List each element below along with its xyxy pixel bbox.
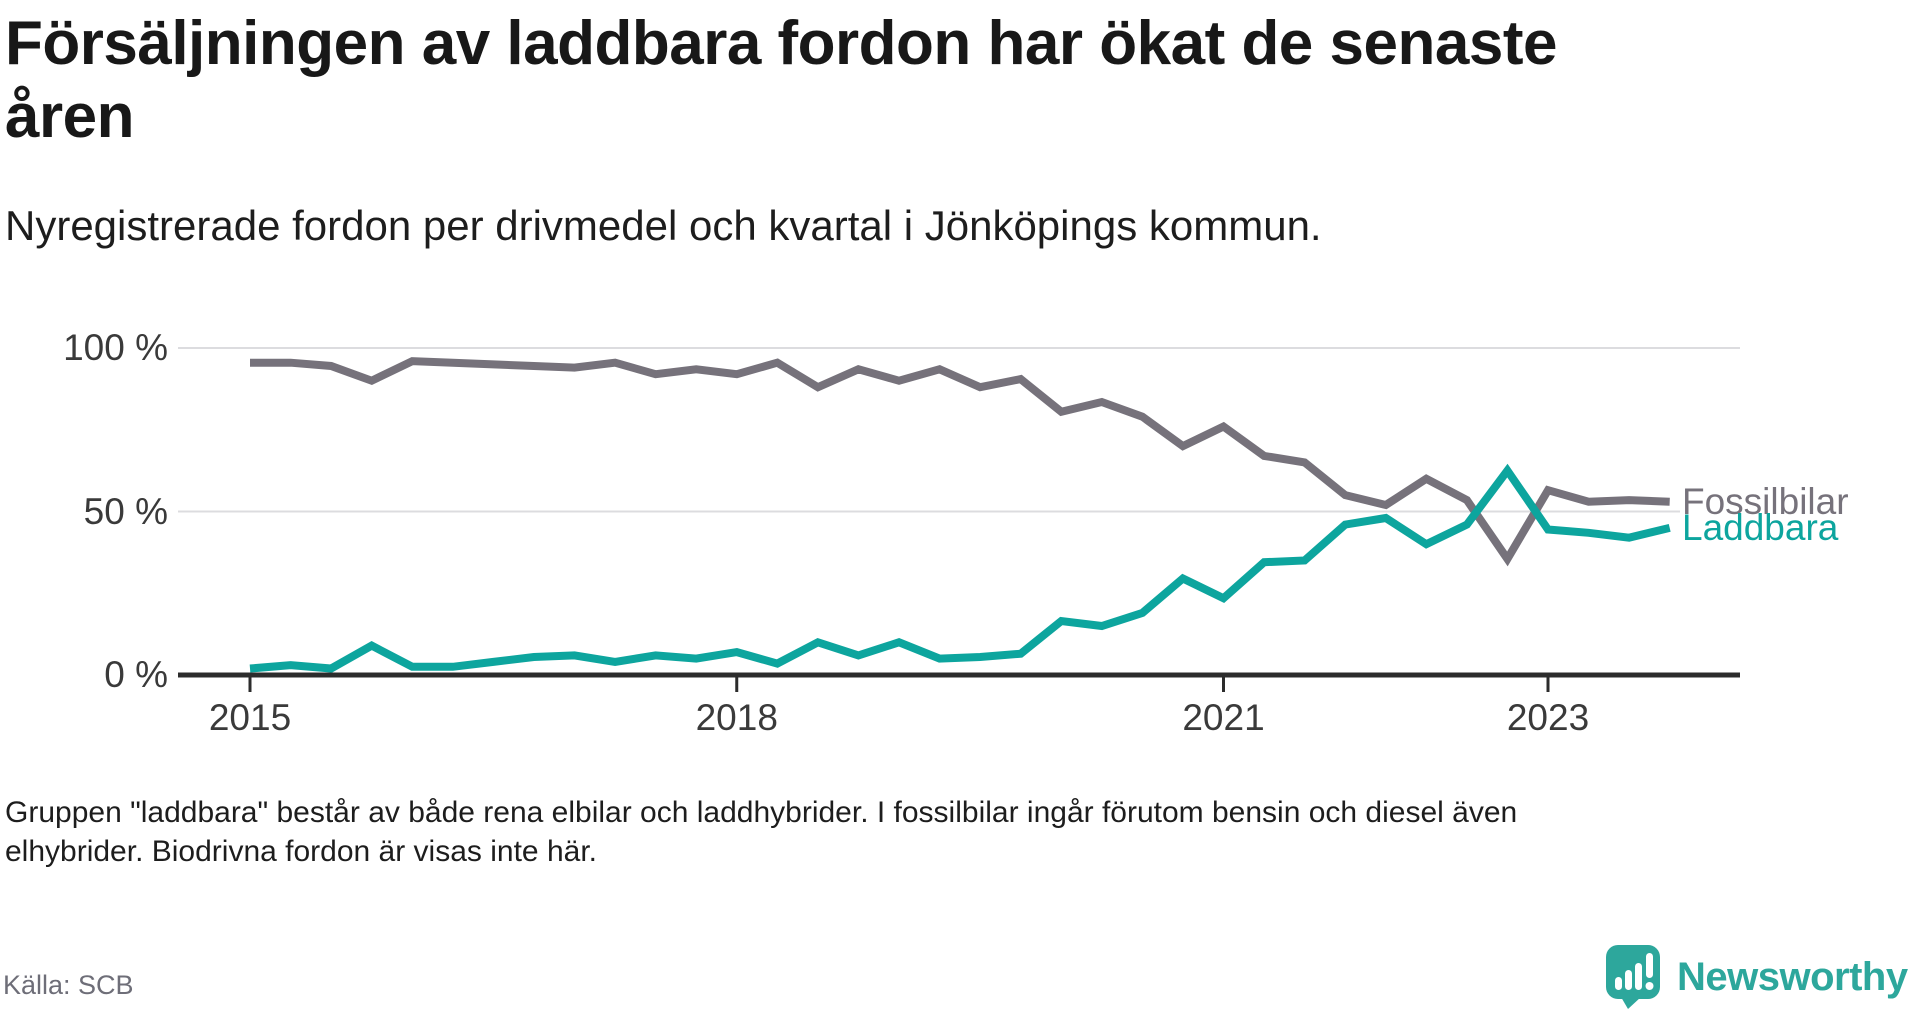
page-title: Försäljningen av laddbara fordon har öka… [5, 8, 1895, 153]
series-line-fossilbilar [250, 357, 1670, 567]
logo-exclamation-bar [1646, 953, 1653, 978]
newsworthy-logo: Newsworthy [1604, 944, 1908, 1010]
x-tick-label-2015: 2015 [208, 697, 292, 738]
y-tick-label-100: 100 % [63, 327, 168, 368]
logo-bar-medium [1625, 970, 1632, 990]
logo-bar-large [1635, 963, 1642, 990]
footnote-line1: Gruppen "laddbara" består av både rena e… [5, 796, 1518, 829]
page-title-line1: Försäljningen av laddbara fordon har öka… [5, 9, 1557, 78]
chart-subtitle: Nyregistrerade fordon per drivmedel och … [5, 202, 1322, 249]
x-tick-label-2021: 2021 [1182, 697, 1265, 738]
logo-bubble-tail [1621, 997, 1641, 1009]
legend-label-fossilbilar: Fossilbilar [1682, 481, 1849, 522]
newsworthy-logo-text: Newsworthy [1677, 954, 1908, 999]
logo-bar-small [1615, 977, 1622, 990]
y-tick-label-50: 50 % [83, 491, 168, 532]
footnote-line2: elhybrider. Biodrivna fordon är visas in… [5, 835, 597, 868]
x-tick-label-2018: 2018 [695, 697, 778, 738]
source-credit: Källa: SCB [3, 970, 134, 1000]
page-title-line2: åren [5, 81, 134, 151]
x-tick-label-2023: 2023 [1506, 697, 1590, 738]
logo-exclamation-dot [1645, 982, 1654, 990]
series-line-laddbara [249, 463, 1671, 673]
newsworthy-speech-bubble-icon [1606, 945, 1660, 1009]
y-tick-label-0: 0 % [104, 654, 168, 695]
legend-label-laddbara: Laddbara [1682, 507, 1839, 548]
chart-footnote: Gruppen "laddbara" består av både rena e… [5, 793, 1885, 871]
x-axis-tick-marks [248, 677, 1550, 692]
chart-series-lines [249, 357, 1671, 673]
